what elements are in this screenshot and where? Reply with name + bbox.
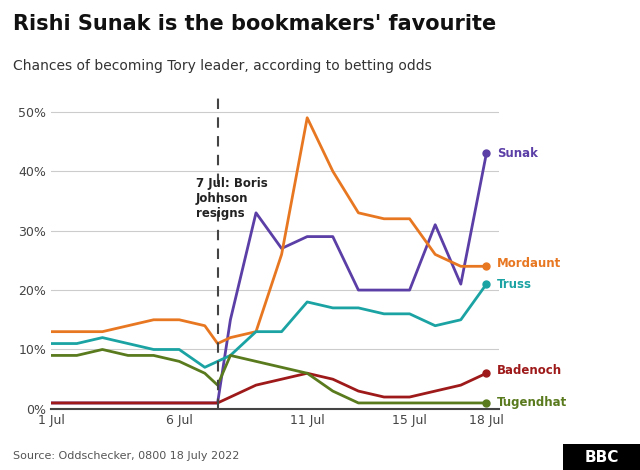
Text: BBC: BBC xyxy=(584,450,619,464)
Text: Mordaunt: Mordaunt xyxy=(497,257,561,270)
Text: Sunak: Sunak xyxy=(497,147,538,160)
Text: Tugendhat: Tugendhat xyxy=(497,397,567,409)
Text: Rishi Sunak is the bookmakers' favourite: Rishi Sunak is the bookmakers' favourite xyxy=(13,14,496,34)
Text: Chances of becoming Tory leader, according to betting odds: Chances of becoming Tory leader, accordi… xyxy=(13,59,431,73)
Text: 7 Jul: Boris
Johnson
resigns: 7 Jul: Boris Johnson resigns xyxy=(196,177,268,220)
Text: Source: Oddschecker, 0800 18 July 2022: Source: Oddschecker, 0800 18 July 2022 xyxy=(13,451,239,461)
Text: Truss: Truss xyxy=(497,278,532,290)
Text: Badenoch: Badenoch xyxy=(497,364,562,377)
